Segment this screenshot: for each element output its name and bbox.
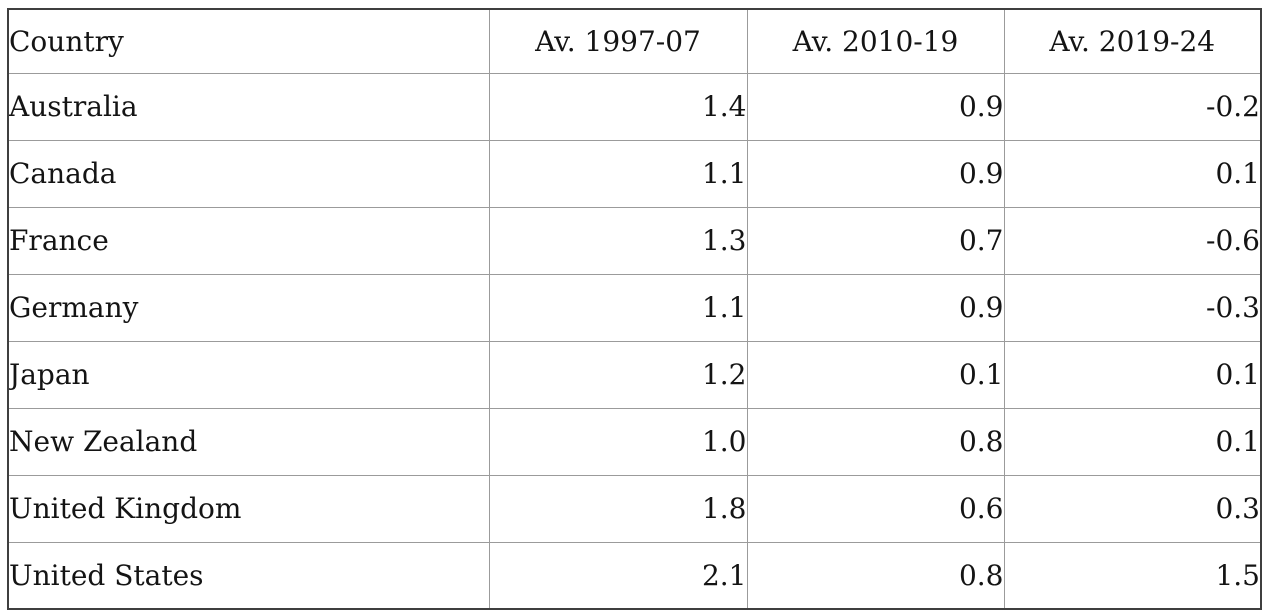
country-cell: New Zealand [7, 407, 490, 476]
country-cell: United Kingdom [7, 474, 490, 543]
column-header-av-1997-07: Av. 1997-07 [488, 8, 748, 74]
value-cell: 0.7 [746, 206, 1005, 275]
value-cell: 0.6 [746, 474, 1005, 543]
value-cell: 0.3 [1003, 474, 1262, 543]
country-cell: Australia [7, 72, 490, 141]
table-row: Japan 1.2 0.1 0.1 [7, 340, 1262, 409]
value-cell: 0.8 [746, 407, 1005, 476]
value-cell: 1.3 [488, 206, 748, 275]
value-cell: 1.1 [488, 273, 748, 342]
value-cell: 2.1 [488, 541, 748, 610]
value-cell: 1.8 [488, 474, 748, 543]
value-cell: 0.9 [746, 139, 1005, 208]
value-cell: -0.6 [1003, 206, 1262, 275]
value-cell: 0.1 [746, 340, 1005, 409]
country-cell: Canada [7, 139, 490, 208]
table-row: Germany 1.1 0.9 -0.3 [7, 273, 1262, 342]
value-cell: 1.5 [1003, 541, 1262, 610]
value-cell: 0.1 [1003, 407, 1262, 476]
value-cell: 0.1 [1003, 139, 1262, 208]
value-cell: 0.9 [746, 72, 1005, 141]
value-cell: -0.2 [1003, 72, 1262, 141]
data-table-container: Country Av. 1997-07 Av. 2010-19 Av. 2019… [7, 8, 1262, 610]
country-cell: United States [7, 541, 490, 610]
country-cell: Germany [7, 273, 490, 342]
value-cell: 1.4 [488, 72, 748, 141]
table-row: France 1.3 0.7 -0.6 [7, 206, 1262, 275]
value-cell: 1.1 [488, 139, 748, 208]
column-header-av-2019-24: Av. 2019-24 [1003, 8, 1262, 74]
table-row: Canada 1.1 0.9 0.1 [7, 139, 1262, 208]
value-cell: 0.9 [746, 273, 1005, 342]
country-cell: France [7, 206, 490, 275]
table-row: United Kingdom 1.8 0.6 0.3 [7, 474, 1262, 543]
value-cell: 1.2 [488, 340, 748, 409]
table-header-row: Country Av. 1997-07 Av. 2010-19 Av. 2019… [7, 8, 1262, 74]
value-cell: 1.0 [488, 407, 748, 476]
column-header-country: Country [7, 8, 490, 74]
country-averages-table: Country Av. 1997-07 Av. 2010-19 Av. 2019… [7, 8, 1262, 610]
country-cell: Japan [7, 340, 490, 409]
value-cell: -0.3 [1003, 273, 1262, 342]
table-row: United States 2.1 0.8 1.5 [7, 541, 1262, 610]
table-row: Australia 1.4 0.9 -0.2 [7, 72, 1262, 141]
table-row: New Zealand 1.0 0.8 0.1 [7, 407, 1262, 476]
value-cell: 0.1 [1003, 340, 1262, 409]
value-cell: 0.8 [746, 541, 1005, 610]
column-header-av-2010-19: Av. 2010-19 [746, 8, 1005, 74]
